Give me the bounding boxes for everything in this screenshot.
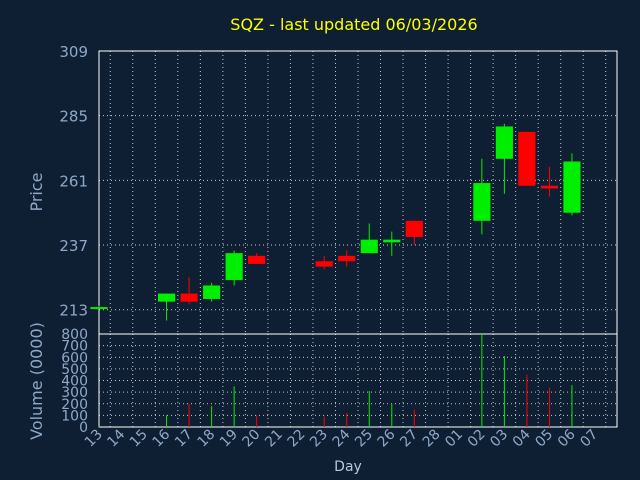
price-tick-label: 309 xyxy=(59,43,88,61)
candle-body xyxy=(158,293,176,302)
volume-tick-label: 800 xyxy=(61,327,88,343)
volume-tick-label: 100 xyxy=(61,408,88,424)
price-tick-label: 237 xyxy=(59,237,88,255)
volume-tick-label: 300 xyxy=(61,385,88,401)
price-tick-label: 213 xyxy=(59,302,88,320)
x-axis-label: Day xyxy=(334,459,362,475)
x-tick-label: 04 xyxy=(510,426,534,450)
price-gridlines xyxy=(99,50,617,334)
volume-tick-label: 400 xyxy=(61,374,88,390)
volume-tick-label: 0 xyxy=(79,420,88,436)
volume-plot-frame xyxy=(98,333,618,428)
candle-body xyxy=(405,220,423,237)
x-tick-label: 16 xyxy=(149,426,173,450)
x-tick-label: 06 xyxy=(555,426,579,450)
candle-body xyxy=(540,185,558,189)
x-tick-label: 22 xyxy=(285,427,309,451)
candle-body xyxy=(338,255,356,262)
candle-body xyxy=(495,126,513,159)
chart-title: SQZ - last updated 06/03/2026 xyxy=(230,15,477,34)
x-tick-label: 25 xyxy=(352,427,376,451)
candle-body xyxy=(360,239,378,254)
x-tick-label: 21 xyxy=(262,427,286,451)
x-tick-label: 14 xyxy=(104,426,128,450)
volume-bars xyxy=(98,334,573,427)
x-tick-label: 28 xyxy=(420,427,444,451)
x-tick-label: 03 xyxy=(487,427,511,451)
x-tick-label: 20 xyxy=(240,427,264,451)
candle-body xyxy=(563,161,581,213)
candle-body xyxy=(225,253,243,281)
x-tick-label: 23 xyxy=(307,427,331,451)
candle-body xyxy=(518,131,536,186)
candle-body xyxy=(203,285,221,299)
volume-tick-label: 600 xyxy=(61,350,88,366)
candle-body xyxy=(90,307,108,310)
x-tick-label: 15 xyxy=(127,427,151,451)
x-tick-label: 24 xyxy=(330,426,354,450)
candles xyxy=(90,123,581,321)
x-tick-label: 02 xyxy=(465,427,489,451)
price-tick-label: 261 xyxy=(59,172,88,190)
x-tick-label: 19 xyxy=(217,427,241,451)
price-tick-labels: 213 237 261 285 309 xyxy=(59,43,88,320)
volume-axis-label: Volume (0000) xyxy=(27,322,46,440)
x-tick-label: 05 xyxy=(532,427,556,451)
x-tick-label: 18 xyxy=(195,427,219,451)
price-tick-label: 285 xyxy=(59,108,88,126)
volume-gridlines xyxy=(99,333,617,428)
x-tick-label: 07 xyxy=(577,427,601,451)
candle-body xyxy=(473,183,491,221)
candle-body xyxy=(315,261,333,267)
candle-body xyxy=(383,239,401,243)
x-tick-label: 27 xyxy=(397,427,421,451)
volume-tick-label: 500 xyxy=(61,362,88,378)
volume-tick-label: 700 xyxy=(61,339,88,355)
x-tick-label: 01 xyxy=(442,427,466,451)
x-tick-label: 26 xyxy=(375,426,399,450)
price-axis-label: Price xyxy=(27,172,46,211)
volume-tick-label: 200 xyxy=(61,397,88,413)
candle-body xyxy=(248,255,266,264)
x-tick-labels: 1314151617181920212223242526272801020304… xyxy=(82,426,601,450)
x-tick-label: 17 xyxy=(172,427,196,451)
candle-body xyxy=(180,293,198,302)
